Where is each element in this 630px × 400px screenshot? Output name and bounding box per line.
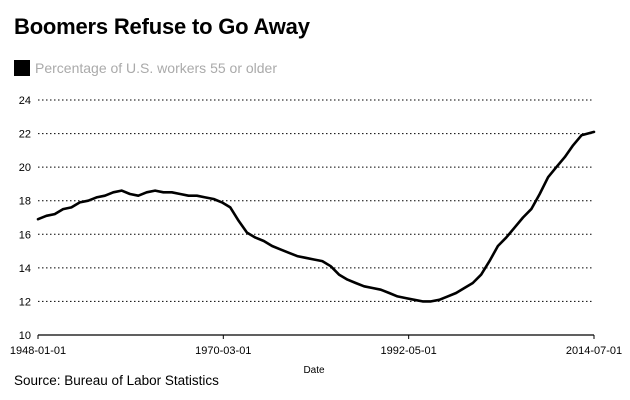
legend-swatch [14,60,30,76]
series-lines [36,130,596,303]
y-tick-label: 22 [19,129,31,141]
x-tick-label: 1970-03-01 [195,345,251,357]
y-tick-label: 18 [19,196,31,208]
x-tick-label: 1948-01-01 [10,345,66,357]
y-tick-label: 14 [19,263,31,275]
y-axis-ticks: 10 12 14 16 18 20 22 24 [19,95,31,342]
y-tick-label: 10 [19,330,31,342]
x-tick-label: 2014-07-01 [566,345,622,357]
grid-lines [38,99,594,336]
legend-label: Percentage of U.S. workers 55 or older [35,60,278,76]
series-line [36,130,596,303]
x-axis-title: Date [303,365,325,376]
y-tick-label: 20 [19,162,31,174]
source-note: Source: Bureau of Labor Statistics [14,373,219,388]
x-tick-label: 1992-05-01 [381,345,437,357]
x-axis-ticks: 1948-01-01 1970-03-01 1992-05-01 2014-07-01 [10,335,622,357]
y-tick-label: 12 [19,296,31,308]
legend: Percentage of U.S. workers 55 or older [14,59,277,77]
y-tick-label: 24 [19,95,31,107]
chart-title: Boomers Refuse to Go Away [14,14,310,39]
y-tick-label: 16 [19,229,31,241]
